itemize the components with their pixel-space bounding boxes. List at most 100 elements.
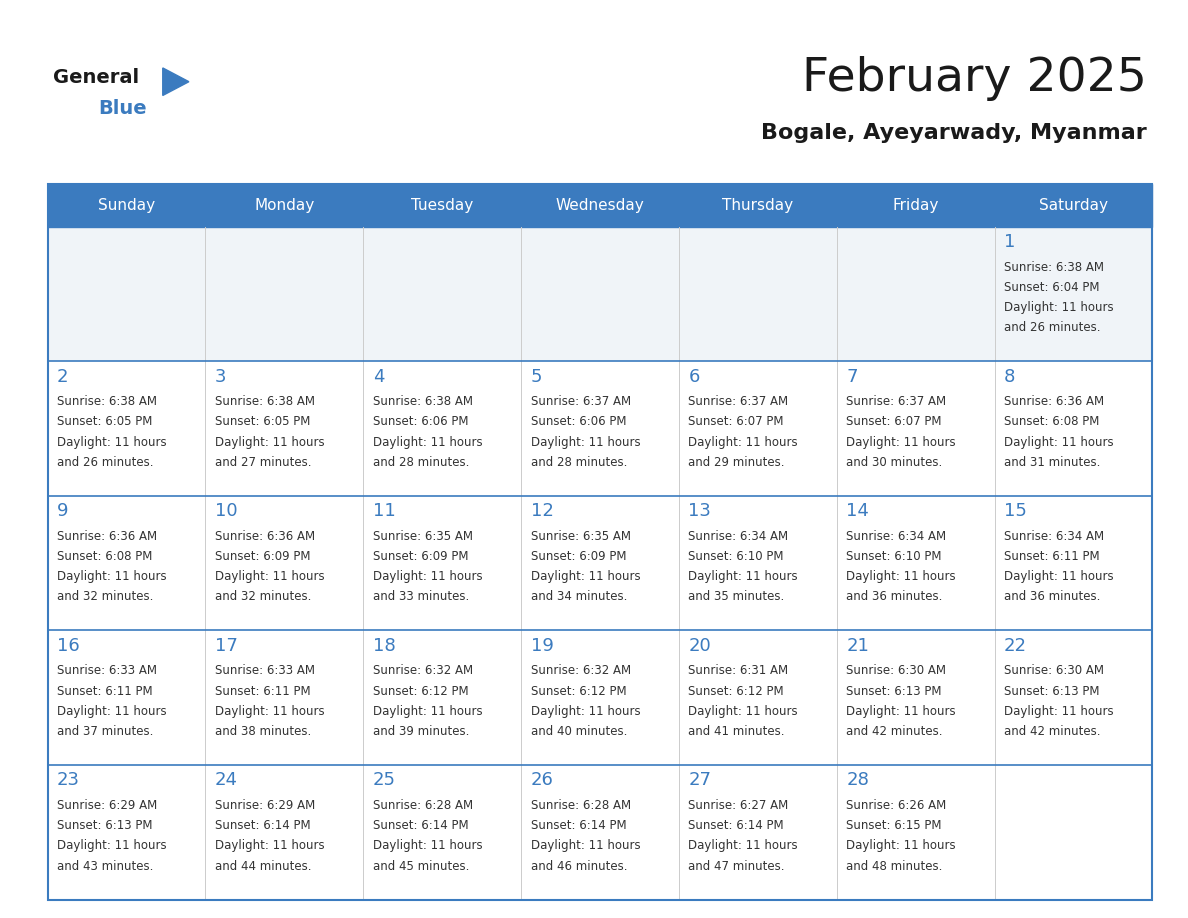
Text: Sunset: 6:09 PM: Sunset: 6:09 PM	[531, 550, 626, 563]
Text: Daylight: 11 hours: Daylight: 11 hours	[373, 570, 482, 583]
Text: 18: 18	[373, 637, 396, 655]
Text: Daylight: 11 hours: Daylight: 11 hours	[688, 839, 798, 853]
Text: Sunset: 6:11 PM: Sunset: 6:11 PM	[215, 685, 310, 698]
Text: 17: 17	[215, 637, 238, 655]
Text: and 36 minutes.: and 36 minutes.	[846, 590, 942, 603]
Bar	[206, 496, 364, 631]
Text: and 37 minutes.: and 37 minutes.	[57, 725, 153, 738]
Text: Sunset: 6:15 PM: Sunset: 6:15 PM	[846, 819, 942, 833]
Text: Daylight: 11 hours: Daylight: 11 hours	[846, 839, 956, 853]
Bar	[994, 631, 1152, 765]
Text: Sunrise: 6:36 AM: Sunrise: 6:36 AM	[215, 530, 315, 543]
Text: Daylight: 11 hours: Daylight: 11 hours	[215, 705, 324, 718]
Bar	[994, 765, 1152, 900]
Text: Daylight: 11 hours: Daylight: 11 hours	[1004, 436, 1113, 449]
Text: Sunrise: 6:30 AM: Sunrise: 6:30 AM	[1004, 665, 1104, 677]
Text: Thursday: Thursday	[722, 197, 794, 213]
Text: Sunset: 6:07 PM: Sunset: 6:07 PM	[688, 416, 784, 429]
Text: Friday: Friday	[892, 197, 939, 213]
Bar	[994, 496, 1152, 631]
Text: and 39 minutes.: and 39 minutes.	[373, 725, 469, 738]
Text: General: General	[53, 68, 139, 87]
Text: Sunset: 6:05 PM: Sunset: 6:05 PM	[215, 416, 310, 429]
Text: Sunset: 6:09 PM: Sunset: 6:09 PM	[215, 550, 310, 563]
Text: Daylight: 11 hours: Daylight: 11 hours	[1004, 570, 1113, 583]
Bar	[678, 631, 836, 765]
Bar	[206, 631, 364, 765]
Text: Sunset: 6:14 PM: Sunset: 6:14 PM	[215, 819, 310, 833]
Text: 6: 6	[688, 368, 700, 386]
Text: Sunset: 6:08 PM: Sunset: 6:08 PM	[1004, 416, 1099, 429]
Text: and 32 minutes.: and 32 minutes.	[215, 590, 311, 603]
Text: and 44 minutes.: and 44 minutes.	[215, 859, 311, 873]
Text: Daylight: 11 hours: Daylight: 11 hours	[57, 839, 166, 853]
Text: Sunrise: 6:33 AM: Sunrise: 6:33 AM	[57, 665, 157, 677]
Text: 24: 24	[215, 771, 238, 789]
Text: Sunset: 6:07 PM: Sunset: 6:07 PM	[846, 416, 942, 429]
Bar	[678, 765, 836, 900]
Text: Daylight: 11 hours: Daylight: 11 hours	[688, 436, 798, 449]
Text: 20: 20	[688, 637, 712, 655]
Text: Sunset: 6:11 PM: Sunset: 6:11 PM	[57, 685, 152, 698]
Text: Daylight: 11 hours: Daylight: 11 hours	[215, 570, 324, 583]
Text: Daylight: 11 hours: Daylight: 11 hours	[846, 570, 956, 583]
Text: and 29 minutes.: and 29 minutes.	[688, 456, 785, 469]
Text: and 28 minutes.: and 28 minutes.	[373, 456, 469, 469]
Text: Daylight: 11 hours: Daylight: 11 hours	[531, 570, 640, 583]
Text: Sunrise: 6:28 AM: Sunrise: 6:28 AM	[373, 799, 473, 812]
Text: Sunrise: 6:29 AM: Sunrise: 6:29 AM	[57, 799, 157, 812]
Text: Daylight: 11 hours: Daylight: 11 hours	[846, 705, 956, 718]
Text: Bogale, Ayeyarwady, Myanmar: Bogale, Ayeyarwady, Myanmar	[760, 123, 1146, 143]
Text: 28: 28	[846, 771, 870, 789]
Bar	[48, 184, 1152, 227]
Text: and 38 minutes.: and 38 minutes.	[215, 725, 311, 738]
Bar	[206, 227, 364, 362]
Text: Daylight: 11 hours: Daylight: 11 hours	[57, 570, 166, 583]
Text: Sunset: 6:06 PM: Sunset: 6:06 PM	[373, 416, 468, 429]
Text: Sunset: 6:08 PM: Sunset: 6:08 PM	[57, 550, 152, 563]
Text: Wednesday: Wednesday	[556, 197, 644, 213]
Text: Sunrise: 6:37 AM: Sunrise: 6:37 AM	[846, 396, 947, 409]
Text: 22: 22	[1004, 637, 1028, 655]
Text: Sunrise: 6:33 AM: Sunrise: 6:33 AM	[215, 665, 315, 677]
Text: Sunset: 6:04 PM: Sunset: 6:04 PM	[1004, 281, 1100, 294]
Text: Sunrise: 6:29 AM: Sunrise: 6:29 AM	[215, 799, 315, 812]
Bar	[48, 227, 206, 362]
Text: and 46 minutes.: and 46 minutes.	[531, 859, 627, 873]
Text: Tuesday: Tuesday	[411, 197, 473, 213]
Bar	[678, 496, 836, 631]
Text: and 48 minutes.: and 48 minutes.	[846, 859, 942, 873]
Text: Daylight: 11 hours: Daylight: 11 hours	[531, 436, 640, 449]
Text: and 40 minutes.: and 40 minutes.	[531, 725, 627, 738]
Text: and 30 minutes.: and 30 minutes.	[846, 456, 942, 469]
Text: 4: 4	[373, 368, 384, 386]
Text: Sunset: 6:13 PM: Sunset: 6:13 PM	[846, 685, 942, 698]
Bar	[522, 362, 678, 496]
Bar	[48, 362, 206, 496]
Text: Daylight: 11 hours: Daylight: 11 hours	[531, 705, 640, 718]
Text: Sunrise: 6:28 AM: Sunrise: 6:28 AM	[531, 799, 631, 812]
Text: Daylight: 11 hours: Daylight: 11 hours	[1004, 301, 1113, 314]
Text: Sunset: 6:12 PM: Sunset: 6:12 PM	[373, 685, 468, 698]
Text: and 41 minutes.: and 41 minutes.	[688, 725, 785, 738]
Bar	[206, 765, 364, 900]
Text: Sunrise: 6:37 AM: Sunrise: 6:37 AM	[531, 396, 631, 409]
Text: and 45 minutes.: and 45 minutes.	[373, 859, 469, 873]
Text: Sunset: 6:09 PM: Sunset: 6:09 PM	[373, 550, 468, 563]
Text: Sunset: 6:11 PM: Sunset: 6:11 PM	[1004, 550, 1100, 563]
Text: and 35 minutes.: and 35 minutes.	[688, 590, 784, 603]
Bar	[48, 496, 206, 631]
Text: Sunday: Sunday	[97, 197, 154, 213]
Text: Sunrise: 6:32 AM: Sunrise: 6:32 AM	[531, 665, 631, 677]
Text: and 34 minutes.: and 34 minutes.	[531, 590, 627, 603]
Polygon shape	[163, 68, 189, 95]
Text: 9: 9	[57, 502, 69, 521]
Bar	[836, 227, 994, 362]
Text: and 26 minutes.: and 26 minutes.	[1004, 321, 1100, 334]
Text: Sunset: 6:14 PM: Sunset: 6:14 PM	[373, 819, 468, 833]
Text: Sunrise: 6:37 AM: Sunrise: 6:37 AM	[688, 396, 789, 409]
Text: 13: 13	[688, 502, 712, 521]
Bar	[994, 362, 1152, 496]
Bar	[206, 362, 364, 496]
Text: Sunset: 6:14 PM: Sunset: 6:14 PM	[531, 819, 626, 833]
